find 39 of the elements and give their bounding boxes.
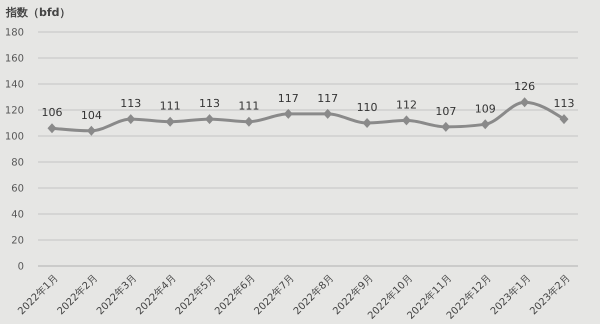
data-label: 106 — [42, 106, 62, 120]
y-tick-label: 0 — [18, 262, 24, 272]
data-label: 126 — [514, 80, 536, 94]
point — [441, 122, 450, 132]
point — [323, 108, 332, 119]
data-label: 113 — [199, 97, 220, 110]
y-tick-label: 120 — [4, 106, 24, 116]
data-label: 117 — [317, 92, 338, 105]
y-tick-label: 60 — [11, 184, 24, 194]
point — [48, 123, 56, 134]
point — [362, 118, 372, 128]
data-label: 112 — [396, 98, 417, 112]
y-tick-label: 80 — [11, 158, 24, 168]
data-label: 109 — [474, 102, 496, 116]
y-axis-title: 指数（bfd） — [5, 6, 71, 19]
data-label: 117 — [278, 92, 299, 105]
y-tick-label: 100 — [4, 132, 24, 142]
point — [126, 114, 136, 124]
data-label: 113 — [120, 97, 142, 110]
point — [480, 119, 490, 130]
point — [520, 97, 530, 108]
data-label: 107 — [435, 104, 456, 118]
y-tick-label: 160 — [4, 54, 24, 64]
y-tick-label: 20 — [11, 236, 24, 246]
point — [560, 114, 568, 124]
y-tick-label: 140 — [4, 80, 24, 90]
data-label: 113 — [554, 97, 574, 110]
point — [402, 115, 411, 126]
data-label: 110 — [356, 101, 378, 114]
point — [205, 114, 214, 124]
point — [284, 108, 293, 119]
point — [86, 126, 96, 136]
y-tick-label: 40 — [11, 210, 24, 220]
point — [244, 116, 254, 127]
data-label: 104 — [80, 108, 102, 122]
data-label: 111 — [160, 100, 181, 113]
data-label: 111 — [238, 100, 260, 113]
y-tick-label: 180 — [4, 28, 24, 38]
point — [166, 116, 175, 127]
